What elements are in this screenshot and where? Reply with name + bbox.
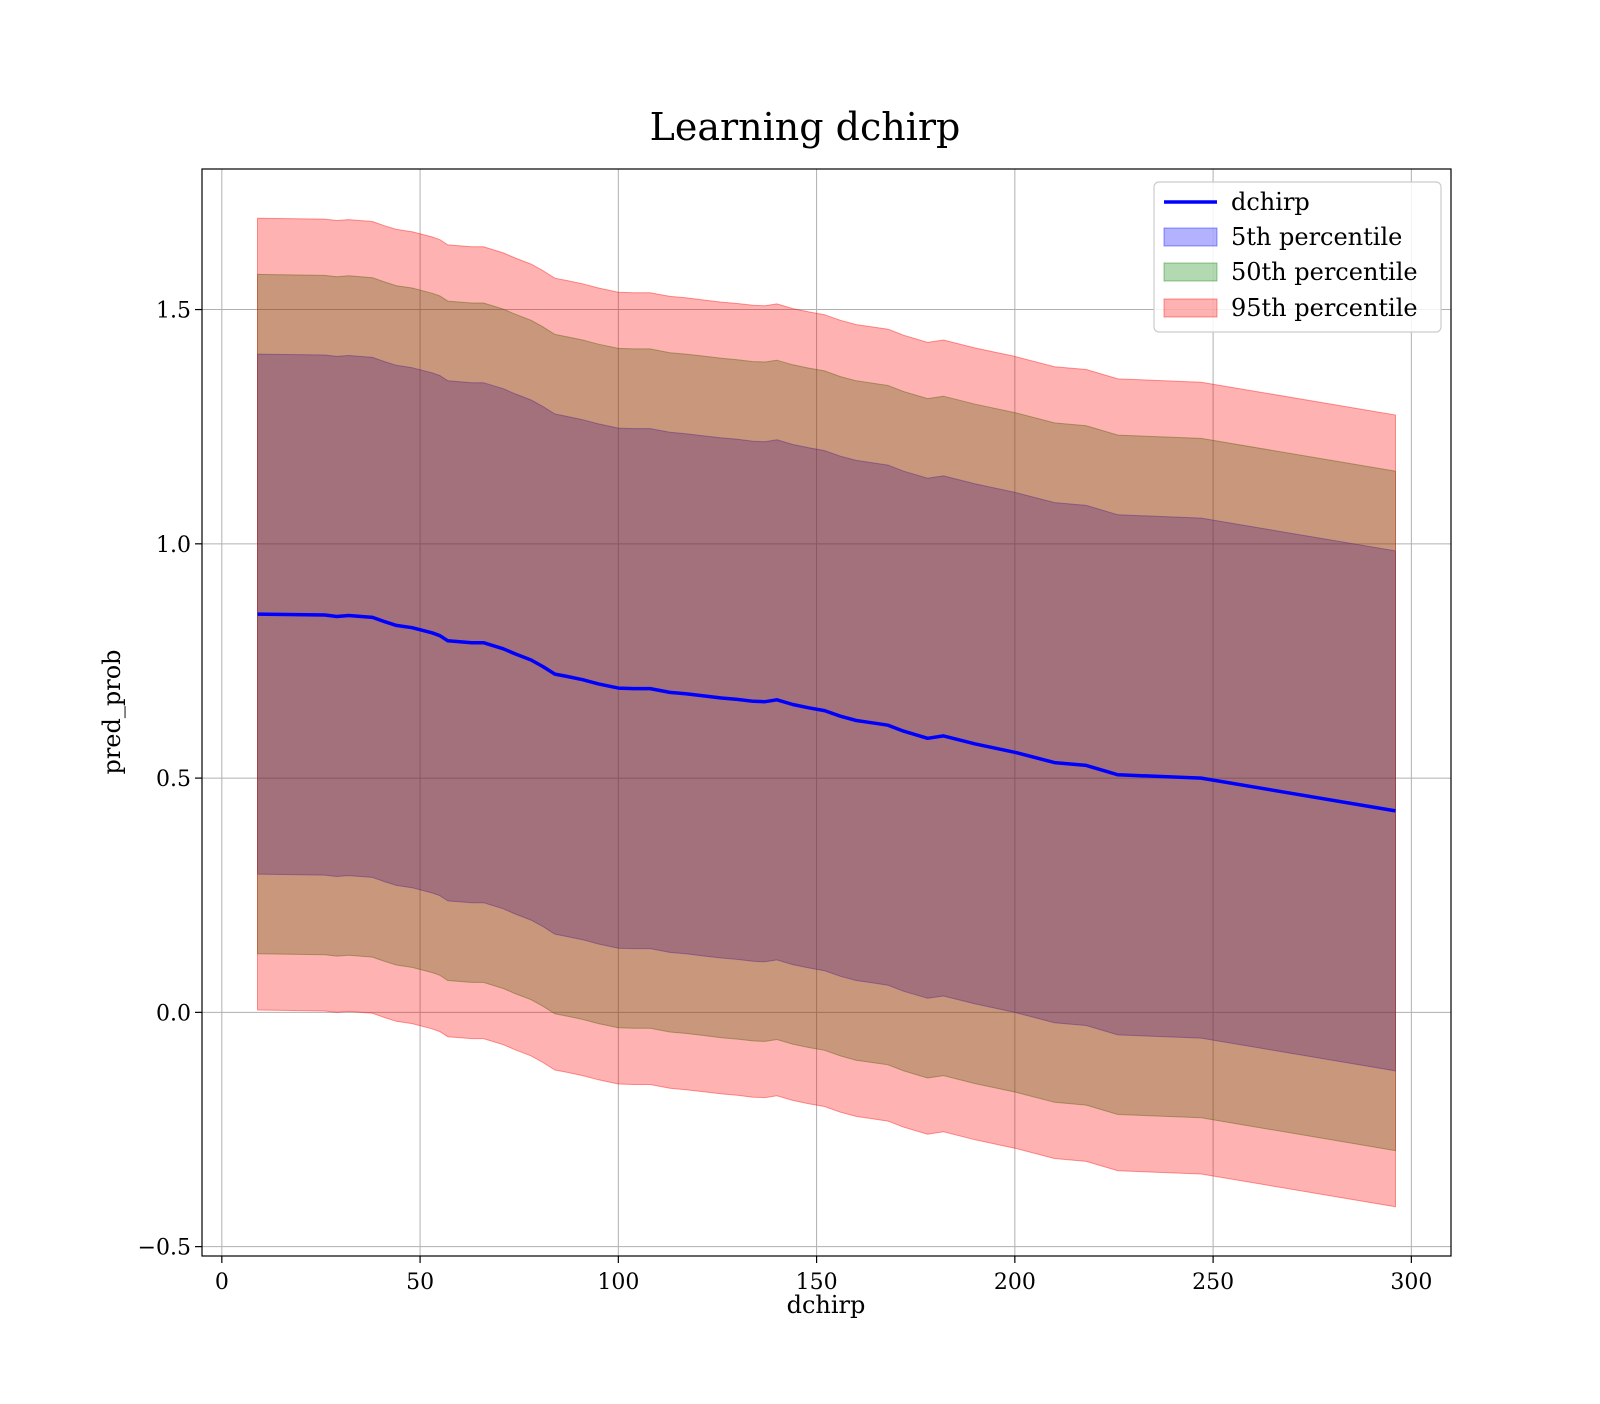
tick-layer: 0 50 100 150 200 250 300 −0.5 0.0 0.5 1.0 1.5: [138, 299, 1433, 1295]
legend-label: 5th percentile: [1231, 223, 1402, 251]
y-tick-label: 1.5: [156, 299, 191, 324]
x-tick-label: 300: [1390, 1270, 1432, 1295]
legend-label: 95th percentile: [1231, 294, 1418, 322]
y-axis-label: pred_prob: [98, 649, 126, 774]
y-tick-label: 1.0: [156, 533, 191, 558]
y-tick-label: 0.0: [156, 1001, 191, 1026]
x-tick-label: 250: [1192, 1270, 1234, 1295]
x-axis-label: dchirp: [787, 1291, 866, 1319]
x-tick-label: 200: [994, 1270, 1036, 1295]
y-tick-label: 0.5: [156, 767, 191, 792]
line-layer: [257, 612, 1396, 813]
plot-frame: [201, 168, 1452, 1257]
y-tick-label: −0.5: [138, 1236, 191, 1261]
legend-label: dchirp: [1231, 188, 1310, 216]
x-tick-label: 50: [406, 1270, 434, 1295]
legend-box: [1153, 181, 1442, 333]
legend: dchirp 5th percentile 50th percentile 95th …: [1153, 181, 1442, 333]
x-tick-label: 0: [215, 1270, 229, 1295]
legend-swatch: [1163, 298, 1218, 318]
legend-label: 50th percentile: [1231, 258, 1418, 286]
x-tick-label: 100: [597, 1270, 639, 1295]
x-tick-label: 150: [796, 1270, 838, 1295]
legend-swatch: [1163, 227, 1218, 247]
grid-layer: [202, 169, 1451, 1256]
chart-title: Learning dchirp: [650, 105, 961, 149]
series-line-dchirp: [257, 612, 1396, 813]
legend-swatch: [1163, 262, 1218, 282]
